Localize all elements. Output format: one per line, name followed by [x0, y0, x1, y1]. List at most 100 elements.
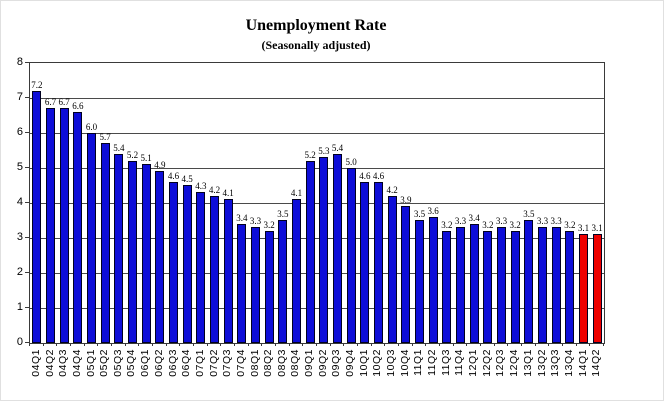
bar-value-label: 4.1 — [222, 188, 234, 198]
y-tick-mark — [25, 272, 29, 273]
bar-06Q1 — [142, 164, 151, 343]
bar-value-label: 3.4 — [236, 213, 248, 223]
x-tick-mark — [494, 343, 495, 346]
bar-05Q1 — [87, 133, 96, 343]
bar-value-label: 3.3 — [249, 216, 262, 226]
bar-value-label: 6.6 — [72, 101, 84, 111]
bar-12Q1 — [470, 224, 479, 343]
bar-value-label: 7.2 — [31, 80, 43, 90]
x-tick-label: 09Q4 — [344, 349, 356, 377]
x-tick-mark — [275, 343, 276, 346]
bar-10Q3 — [388, 196, 397, 343]
x-tick-label: 08Q3 — [276, 349, 288, 377]
x-tick-mark — [261, 343, 262, 346]
bar-value-label: 4.1 — [290, 188, 303, 198]
bar-04Q4 — [73, 112, 82, 343]
x-tick-label: 13Q4 — [563, 349, 575, 377]
y-tick-mark — [25, 307, 29, 308]
bar-value-label: 6.7 — [58, 97, 70, 107]
x-tick-mark — [480, 343, 481, 346]
bar-11Q2 — [429, 217, 438, 343]
bar-12Q3 — [497, 227, 506, 343]
x-tick-label: 09Q3 — [330, 349, 342, 377]
bar-value-label: 4.6 — [372, 171, 385, 181]
bar-13Q4 — [565, 231, 574, 343]
bar-value-label: 3.9 — [400, 195, 412, 205]
x-tick-label: 07Q4 — [235, 349, 247, 377]
x-tick-label: 13Q2 — [536, 349, 548, 377]
x-tick-label: 12Q1 — [467, 349, 479, 377]
bar-04Q2 — [46, 108, 55, 343]
y-tick-label: 3 — [16, 231, 23, 243]
bar-08Q2 — [265, 231, 274, 343]
gridline — [30, 272, 604, 274]
bar-value-label: 4.6 — [167, 171, 180, 181]
bar-09Q1 — [306, 161, 315, 343]
y-tick-label: 5 — [16, 161, 23, 173]
bar-value-label: 4.2 — [386, 185, 398, 195]
bar-value-label: 6.0 — [85, 122, 98, 132]
y-tick-mark — [25, 97, 29, 98]
x-tick-mark — [343, 343, 344, 346]
x-tick-mark — [384, 343, 385, 346]
y-tick-mark — [25, 167, 29, 168]
x-tick-mark — [111, 343, 112, 346]
x-tick-label: 05Q1 — [85, 349, 97, 377]
bar-value-label: 5.2 — [126, 150, 139, 160]
x-tick-label: 05Q3 — [112, 349, 124, 377]
y-tick-label: 4 — [16, 196, 23, 208]
bar-06Q4 — [183, 185, 192, 343]
bar-value-label: 5.4 — [113, 143, 125, 153]
x-tick-mark — [97, 343, 98, 346]
x-tick-mark — [152, 343, 153, 346]
bar-value-label: 5.0 — [345, 157, 357, 167]
x-tick-label: 07Q2 — [208, 349, 220, 377]
x-tick-label: 09Q2 — [317, 349, 329, 377]
x-tick-label: 07Q1 — [194, 349, 206, 377]
x-tick-label: 04Q1 — [30, 349, 42, 377]
bar-06Q3 — [169, 182, 178, 343]
x-tick-mark — [316, 343, 317, 346]
x-tick-mark — [548, 343, 549, 346]
x-tick-label: 08Q4 — [289, 349, 301, 377]
bar-14Q1 — [579, 234, 588, 343]
gridline — [30, 307, 604, 309]
bar-05Q3 — [114, 154, 123, 343]
bar-11Q3 — [442, 231, 451, 343]
bar-value-label: 3.2 — [564, 220, 576, 230]
bar-value-label: 3.3 — [495, 216, 508, 226]
bar-value-label: 5.1 — [140, 153, 152, 163]
bar-07Q2 — [210, 196, 219, 343]
x-tick-label: 06Q3 — [167, 349, 179, 377]
x-tick-mark — [603, 343, 604, 346]
x-tick-label: 12Q4 — [508, 349, 520, 377]
x-tick-label: 04Q4 — [71, 349, 83, 377]
bar-11Q1 — [415, 220, 424, 343]
y-tick-label: 0 — [16, 336, 23, 348]
gridline — [30, 237, 604, 239]
chart-title: Unemployment Rate — [245, 17, 387, 34]
x-tick-label: 10Q3 — [385, 349, 397, 377]
x-tick-mark — [589, 343, 590, 346]
bar-value-label: 3.4 — [468, 213, 480, 223]
x-tick-mark — [43, 343, 44, 346]
bar-value-label: 3.5 — [413, 209, 426, 219]
y-tick-label: 6 — [16, 126, 23, 138]
x-tick-label: 06Q2 — [153, 349, 165, 377]
gridline — [30, 132, 604, 134]
x-tick-label: 05Q2 — [98, 349, 110, 377]
x-tick-mark — [453, 343, 454, 346]
x-tick-label: 12Q3 — [494, 349, 506, 377]
x-tick-mark — [576, 343, 577, 346]
bar-value-label: 4.9 — [154, 160, 166, 170]
y-tick-label: 1 — [16, 301, 23, 313]
x-tick-mark — [535, 343, 536, 346]
bar-value-label: 3.2 — [482, 220, 494, 230]
x-tick-mark — [207, 343, 208, 346]
bar-05Q4 — [128, 161, 137, 343]
x-tick-mark — [56, 343, 57, 346]
x-tick-mark — [330, 343, 331, 346]
x-tick-mark — [521, 343, 522, 346]
bar-value-label: 5.7 — [99, 132, 111, 142]
